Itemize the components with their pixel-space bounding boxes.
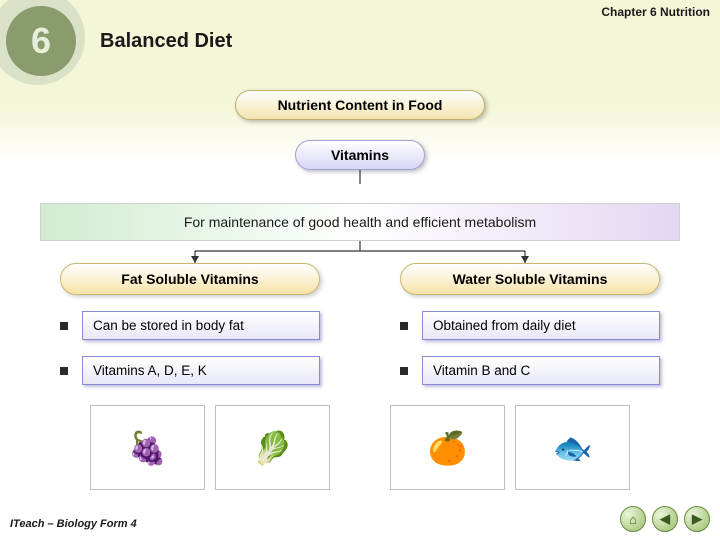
footer-text: ITeach – Biology Form 4	[10, 518, 137, 530]
water-soluble-heading: Water Soluble Vitamins	[400, 263, 660, 295]
item-text: Vitamin B and C	[422, 356, 660, 385]
food-image: 🍊	[390, 405, 505, 490]
corner-decoration-inner: 6	[6, 6, 76, 76]
connector-2	[0, 170, 720, 184]
item-text: Can be stored in body fat	[82, 311, 320, 340]
description-band: For maintenance of good health and effic…	[40, 203, 680, 241]
prev-button[interactable]: ◀	[652, 506, 678, 532]
list-item: Can be stored in body fat	[60, 311, 320, 340]
connector-split	[0, 241, 720, 263]
water-soluble-column: Water Soluble Vitamins Obtained from dai…	[400, 263, 660, 385]
page-title: Balanced Diet	[100, 30, 232, 53]
food-image: 🐟	[515, 405, 630, 490]
bullet-icon	[400, 367, 408, 375]
image-group-left: 🍇 🥬	[90, 405, 330, 490]
list-item: Vitamin B and C	[400, 356, 660, 385]
bullet-icon	[60, 322, 68, 330]
vitamins-box: Vitamins	[295, 140, 425, 170]
image-row: 🍇 🥬 🍊 🐟	[90, 405, 630, 490]
food-image: 🥬	[215, 405, 330, 490]
item-text: Vitamins A, D, E, K	[82, 356, 320, 385]
list-item: Vitamins A, D, E, K	[60, 356, 320, 385]
home-button[interactable]: ⌂	[620, 506, 646, 532]
next-button[interactable]: ▶	[684, 506, 710, 532]
food-image: 🍇	[90, 405, 205, 490]
nav-controls: ⌂ ◀ ▶	[620, 506, 710, 532]
chapter-label: Chapter 6 Nutrition	[601, 5, 710, 19]
item-text: Obtained from daily diet	[422, 311, 660, 340]
fat-soluble-heading: Fat Soluble Vitamins	[60, 263, 320, 295]
bullet-icon	[60, 367, 68, 375]
bullet-icon	[400, 322, 408, 330]
image-group-right: 🍊 🐟	[390, 405, 630, 490]
nutrient-box: Nutrient Content in Food	[235, 90, 485, 120]
diagram-area: Nutrient Content in Food Vitamins For ma…	[0, 90, 720, 490]
list-item: Obtained from daily diet	[400, 311, 660, 340]
fat-soluble-column: Fat Soluble Vitamins Can be stored in bo…	[60, 263, 320, 385]
